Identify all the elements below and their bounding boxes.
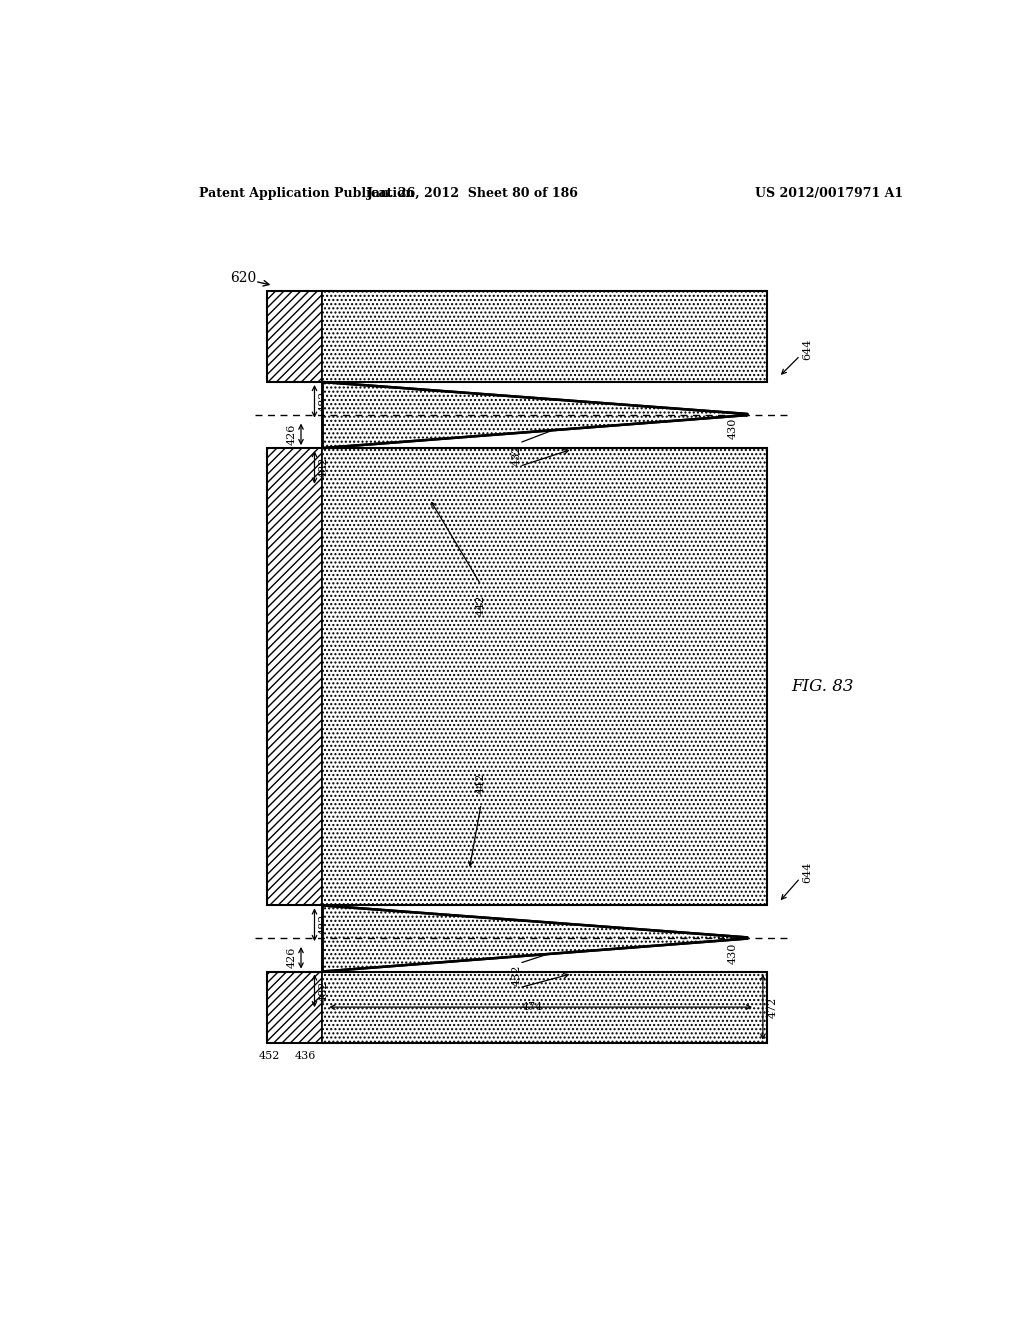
Text: 482: 482 [318, 981, 329, 1002]
Bar [267, 972, 323, 1043]
Text: 436: 436 [295, 1051, 316, 1061]
Bar [323, 290, 767, 381]
Text: 430: 430 [728, 942, 737, 965]
Text: 482: 482 [318, 457, 329, 478]
Text: 644: 644 [803, 861, 813, 883]
Bar [267, 447, 323, 906]
Text: 620: 620 [230, 272, 256, 285]
Text: 452: 452 [259, 1051, 280, 1061]
Text: 426: 426 [287, 424, 296, 445]
Text: 442: 442 [476, 595, 486, 616]
Text: 474: 474 [522, 1002, 544, 1012]
Text: US 2012/0017971 A1: US 2012/0017971 A1 [755, 187, 903, 201]
Polygon shape [323, 906, 748, 972]
Bar [323, 447, 767, 906]
Text: 432: 432 [512, 445, 522, 466]
Text: 432: 432 [512, 965, 522, 986]
Text: 430: 430 [728, 417, 737, 440]
Text: 482: 482 [318, 391, 329, 412]
Text: 482: 482 [318, 913, 329, 936]
Bar [267, 972, 767, 1043]
Bar [323, 972, 767, 1043]
Bar [267, 290, 323, 381]
Text: 442: 442 [476, 772, 486, 795]
Bar [267, 290, 767, 381]
Text: Jan. 26, 2012  Sheet 80 of 186: Jan. 26, 2012 Sheet 80 of 186 [368, 187, 580, 201]
Polygon shape [323, 381, 748, 447]
Text: 644: 644 [803, 339, 813, 360]
Text: 426: 426 [287, 948, 296, 969]
Text: 472: 472 [768, 997, 777, 1018]
Text: FIG. 83: FIG. 83 [792, 678, 854, 696]
Text: Patent Application Publication: Patent Application Publication [200, 187, 415, 201]
Bar [267, 447, 767, 906]
